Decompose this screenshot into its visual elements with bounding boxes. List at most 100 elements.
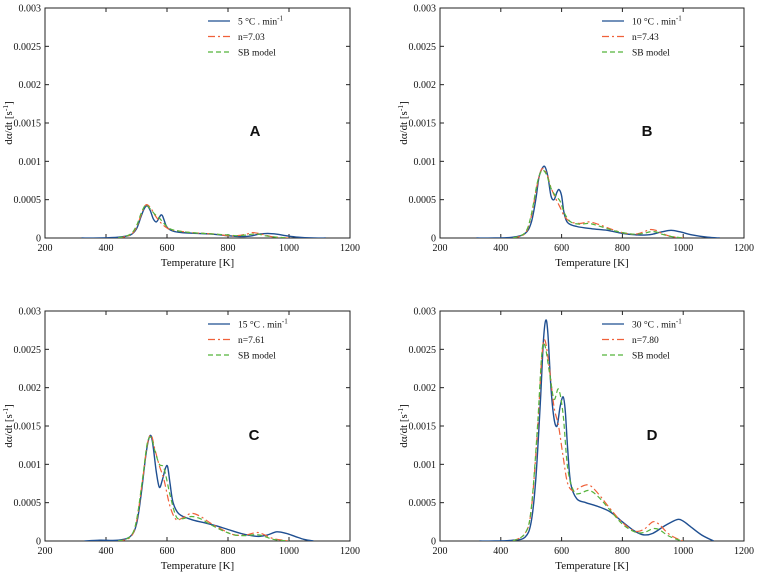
panel-b-legend-label-exponent: -1 — [676, 15, 682, 23]
panel-a-plot-area — [81, 204, 326, 238]
panel-c-ytick-label: 0.0025 — [14, 345, 42, 356]
panel-b: 200 400 600 800 1000 1200 0 0.0005 0.001 0.0015 0.… — [396, 4, 755, 270]
panel-c-legend-label-exponent: -1 — [282, 318, 288, 326]
panel-a-ytick-label: 0.002 — [19, 80, 42, 91]
panel-b-y-axis-label-main: dα/dt [s — [398, 111, 410, 145]
panel-b-ytick-label: 0.003 — [414, 4, 437, 15]
panel-c-axes-frame — [44, 310, 351, 542]
panel-b-xtick-label: 200 — [433, 243, 448, 254]
panel-c-legend-label-n-model: n=7.61 — [238, 336, 265, 346]
panel-c-xtick-label: 1000 — [279, 546, 299, 557]
panel-b-ytick-label: 0 — [431, 234, 436, 245]
panel-c-plot-area — [84, 434, 314, 541]
panel-c-y-axis-label: dα/dt [s-1] — [1, 404, 16, 448]
panel-a-legend-label-measured: 5 °C . min-1 — [238, 15, 284, 28]
panel-a-ytick-label: 0.0015 — [14, 119, 42, 130]
panel-d-xtick-label: 1200 — [734, 546, 754, 557]
panel-c-ytick-label: 0 — [36, 537, 41, 548]
panel-d-ytick-label: 0.003 — [414, 307, 437, 318]
panel-a-ytick-label: 0.001 — [19, 157, 42, 168]
panel-c-y-axis-label-close: ] — [3, 404, 15, 408]
panel-d-legend-label-sb-model: SB model — [632, 352, 670, 362]
panel-c-series-n-model-line — [118, 434, 290, 541]
panel-b-axes-frame — [439, 7, 745, 239]
panel-d-ytick-label: 0.0025 — [409, 345, 437, 356]
panel-a: 200 400 600 800 1000 1200 0 0.0005 0.001 0.0015 0.… — [1, 4, 361, 270]
panel-d-y-axis-label-close: ] — [398, 404, 410, 408]
panel-b-y-axis-label-close: ] — [398, 101, 410, 105]
panel-a-legend-label-n-model: n=7.03 — [238, 33, 265, 43]
panel-a-axes-frame — [44, 7, 351, 239]
panel-d-plot-area — [479, 319, 714, 541]
panel-b-xtick-label: 400 — [493, 243, 508, 254]
panel-c-letter: C — [249, 427, 260, 444]
panel-a-y-axis-label-exponent: -1 — [1, 105, 10, 111]
panel-c-xtick-label: 800 — [221, 546, 236, 557]
panel-a-xtick-label: 200 — [38, 243, 53, 254]
panel-d-y-axis-label-exponent: -1 — [396, 408, 405, 414]
panel-b-xtick-label: 1000 — [673, 243, 693, 254]
panel-d-ytick-label: 0 — [431, 537, 436, 548]
panel-c-x-axis-label: Temperature [K] — [161, 560, 234, 572]
panel-a-xtick-label: 400 — [99, 243, 114, 254]
panel-a-ytick-label: 0 — [36, 234, 41, 245]
panel-a-legend: 5 °C . min-1 n=7.03 SB model — [208, 15, 284, 59]
panel-b-legend-label-measured: 10 °C . min-1 — [632, 15, 682, 28]
panel-a-xtick-label: 1200 — [340, 243, 360, 254]
panel-a-legend-label-exponent: -1 — [277, 15, 283, 23]
panel-d-legend-label-n-model: n=7.80 — [632, 336, 659, 346]
panel-d-xtick-label: 600 — [554, 546, 569, 557]
panel-d-ytick-label: 0.001 — [414, 460, 437, 471]
panel-b-series-sb-model-line — [512, 169, 684, 238]
panel-d-legend-label-measured: 30 °C . min-1 — [632, 318, 682, 331]
panel-c-ytick-label: 0.0015 — [14, 422, 42, 433]
panel-d: 200 400 600 800 1000 1200 0 0.0005 0.001 0.0015 0.… — [396, 307, 755, 573]
panel-d-y-axis-label-main: dα/dt [s — [398, 414, 410, 448]
panel-d-x-axis-label: Temperature [K] — [555, 560, 628, 572]
panel-b-x-axis-label: Temperature [K] — [555, 257, 628, 269]
panel-c-y-axis-label-exponent: -1 — [1, 408, 10, 414]
panel-d-series-measured-line — [479, 319, 714, 541]
panel-b-y-axis-label-exponent: -1 — [396, 105, 405, 111]
panel-b-xtick-label: 600 — [554, 243, 569, 254]
panel-b-y-axis-label: dα/dt [s-1] — [396, 101, 411, 145]
panel-c-series-measured-line — [84, 434, 314, 541]
panel-a-series-sb-model-line — [118, 204, 290, 238]
panel-c-legend-label-sb-model: SB model — [238, 352, 276, 362]
panel-c-ytick-label: 0.001 — [19, 460, 42, 471]
panel-a-y-axis-label-close: ] — [3, 101, 15, 105]
panel-d-xtick-label: 400 — [493, 546, 508, 557]
panel-c-series-sb-model-line — [117, 436, 290, 541]
panel-c-xtick-label: 400 — [99, 546, 114, 557]
panel-a-xtick-label: 1000 — [279, 243, 299, 254]
panel-b-ytick-label: 0.002 — [414, 80, 437, 91]
panel-c-xtick-label: 200 — [38, 546, 53, 557]
panel-b-ytick-label: 0.0025 — [409, 42, 437, 53]
panel-d-ytick-label: 0.0005 — [409, 498, 437, 509]
panel-b-legend: 10 °C . min-1 n=7.43 SB model — [602, 15, 682, 59]
panel-d-ytick-label: 0.0015 — [409, 422, 437, 433]
panel-d-xtick-label: 200 — [433, 546, 448, 557]
panel-a-ytick-label: 0.0025 — [14, 42, 42, 53]
panel-d-xtick-label: 800 — [615, 546, 630, 557]
panel-a-y-axis-label-main: dα/dt [s — [3, 111, 15, 145]
panel-c-legend-label-measured: 15 °C . min-1 — [238, 318, 288, 331]
panel-c: 200 400 600 800 1000 1200 0 0.0005 0.001 0.0015 0.… — [1, 307, 361, 573]
panel-b-legend-label-sb-model: SB model — [632, 49, 670, 59]
panel-c-xtick-label: 1200 — [340, 546, 360, 557]
panel-a-xtick-label: 600 — [160, 243, 175, 254]
panel-d-legend: 30 °C . min-1 n=7.80 SB model — [602, 318, 682, 362]
panel-b-letter: B — [642, 123, 653, 140]
panel-c-y-axis-label-main: dα/dt [s — [3, 414, 15, 448]
panel-a-legend-label-sb-model: SB model — [238, 49, 276, 59]
panel-c-ytick-label: 0.003 — [19, 307, 42, 318]
panel-a-x-axis-label: Temperature [K] — [161, 257, 234, 269]
panel-c-legend: 15 °C . min-1 n=7.61 SB model — [208, 318, 288, 362]
panel-d-letter: D — [647, 427, 658, 444]
panel-c-ytick-label: 0.002 — [19, 383, 42, 394]
panel-a-ytick-label: 0.0005 — [14, 195, 42, 206]
panel-b-series-measured-line — [476, 165, 720, 238]
panel-c-xtick-label: 600 — [160, 546, 175, 557]
panel-b-xtick-label: 1200 — [734, 243, 754, 254]
